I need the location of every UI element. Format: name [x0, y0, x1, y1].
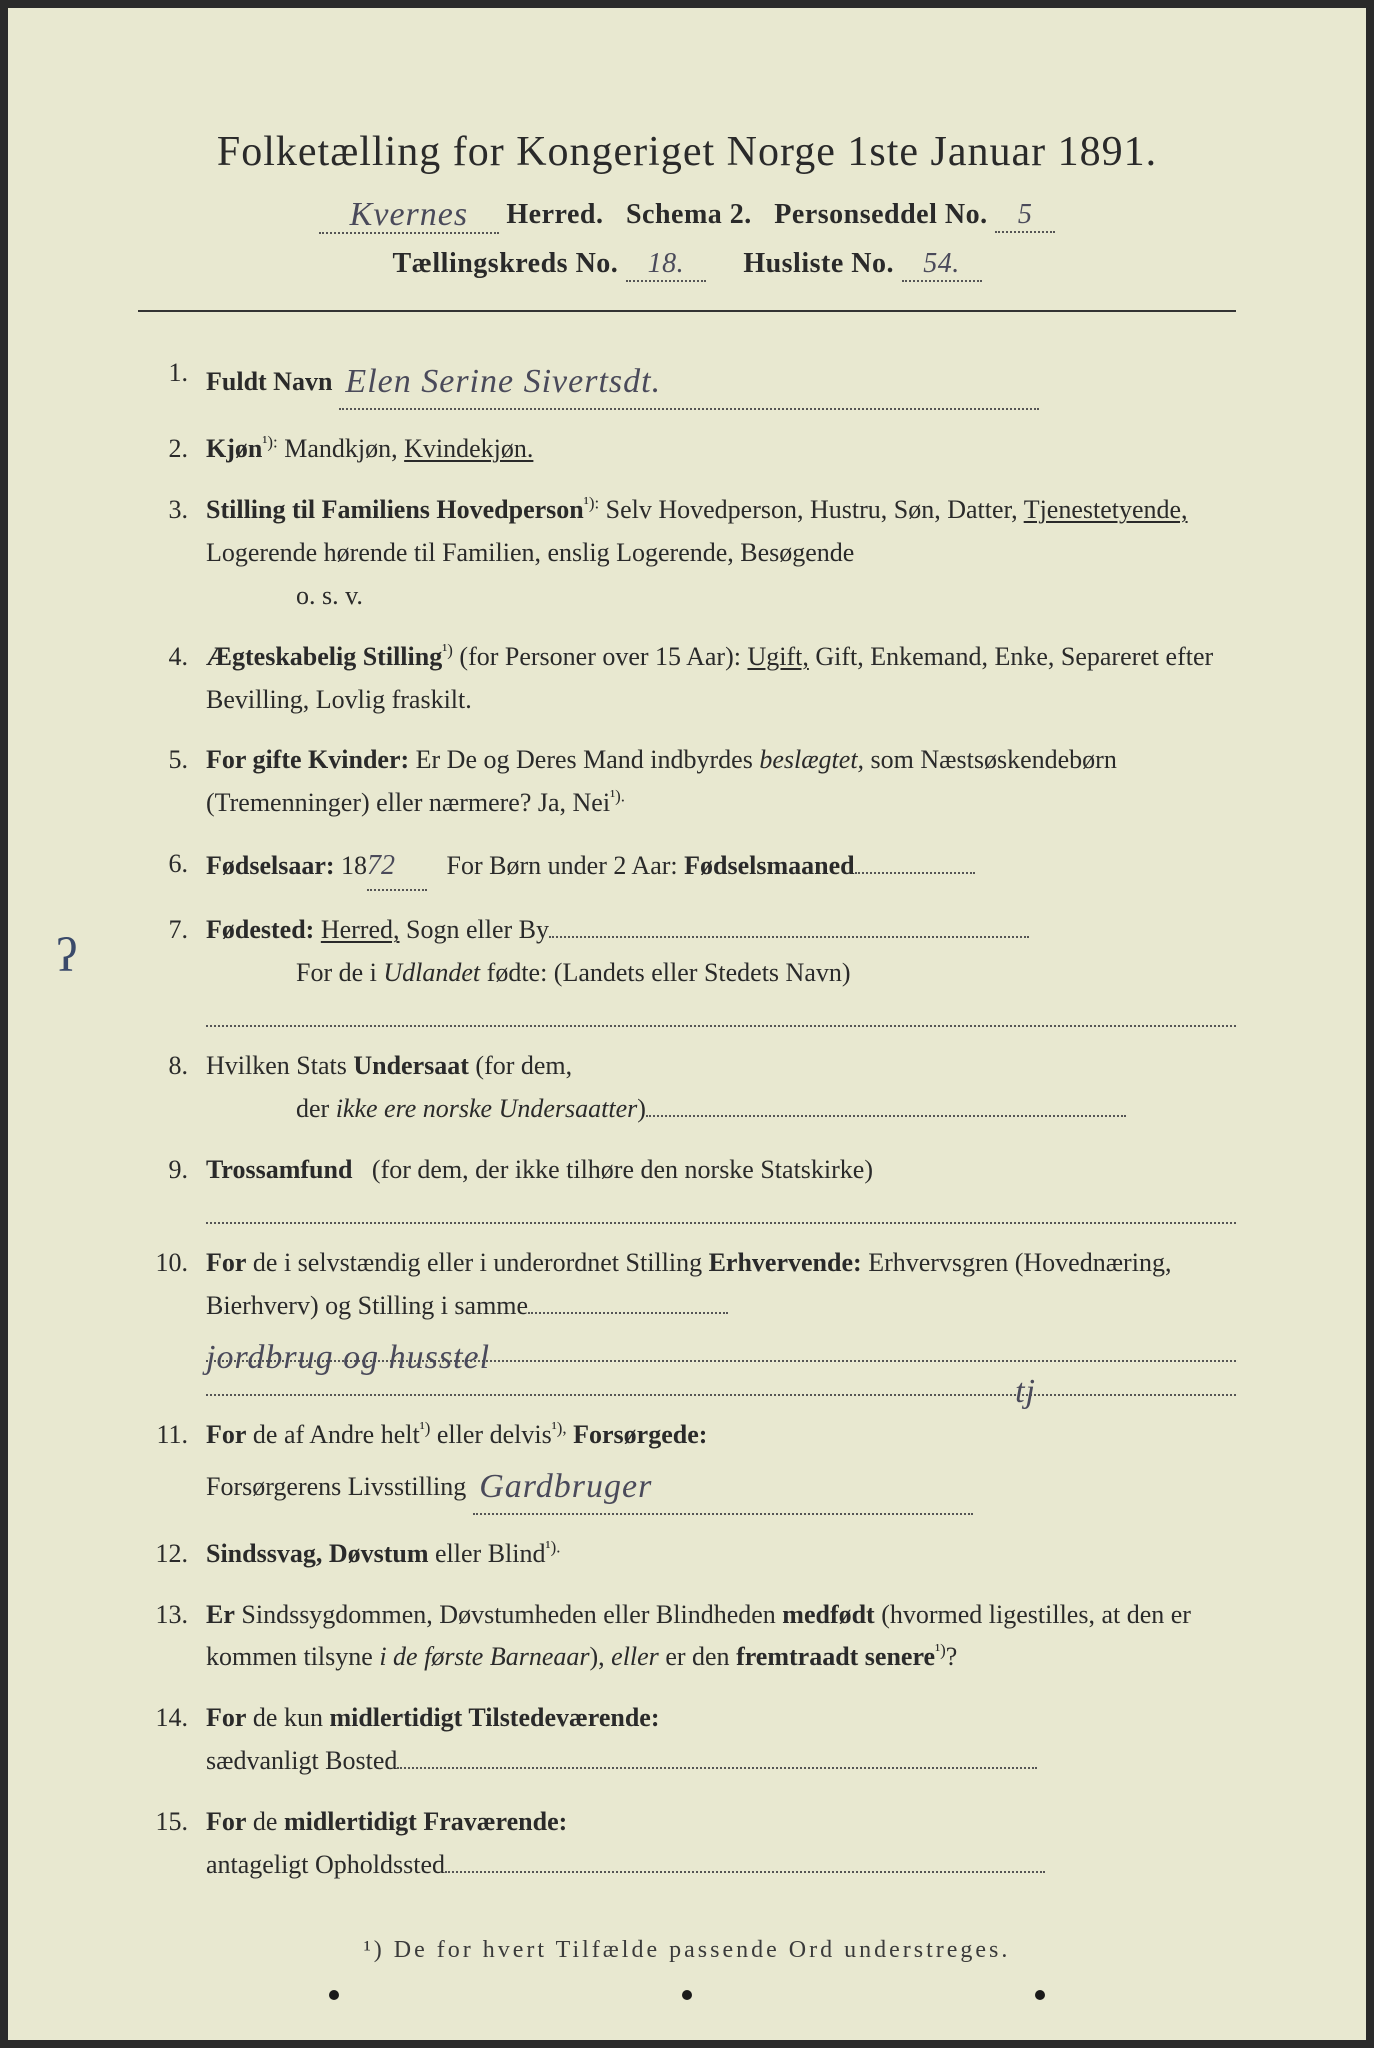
- item-8: 8. Hvilken Stats Undersaat (for dem, der…: [148, 1045, 1236, 1131]
- hole-icon: [1035, 1990, 1045, 2000]
- census-form-page: Folketælling for Kongeriget Norge 1ste J…: [8, 8, 1366, 2040]
- hole-icon: [329, 1990, 339, 2000]
- hole-icon: [682, 1990, 692, 2000]
- item-12: 12. Sindssvag, Døvstum eller Blind¹).: [148, 1533, 1236, 1576]
- herred-field: Kvernes: [319, 194, 499, 234]
- form-header: Folketælling for Kongeriget Norge 1ste J…: [138, 128, 1236, 282]
- item-13: 13. Er Sindssygdommen, Døvstumheden elle…: [148, 1594, 1236, 1680]
- item-6: 6. Fødselsaar: 1872 For Børn under 2 Aar…: [148, 843, 1236, 891]
- item-15: 15. For de midlertidigt Fraværende: anta…: [148, 1801, 1236, 1887]
- item-5: 5. For gifte Kvinder: Er De og Deres Man…: [148, 739, 1236, 825]
- binding-holes: [8, 1990, 1366, 2000]
- item-7: 7. Fødested: Herred, Sogn eller By For d…: [148, 909, 1236, 1027]
- item-2: 2. Kjøn¹): Mandkjøn, Kvindekjøn.: [148, 428, 1236, 471]
- birthyear-field: 72: [367, 843, 427, 891]
- item-1: 1. Fuldt Navn Elen Serine Sivertsdt.: [148, 352, 1236, 410]
- item-3: 3. Stilling til Familiens Hovedperson¹):…: [148, 489, 1236, 618]
- item-9: 9. Trossamfund (for dem, der ikke tilhør…: [148, 1149, 1236, 1224]
- header-line-1: Kvernes Herred. Schema 2. Personseddel N…: [138, 194, 1236, 234]
- provider-field: Gardbruger: [473, 1457, 973, 1515]
- margin-annotation: ʔ: [56, 928, 77, 983]
- form-items: 1. Fuldt Navn Elen Serine Sivertsdt. 2. …: [138, 352, 1236, 1887]
- main-title: Folketælling for Kongeriget Norge 1ste J…: [138, 128, 1236, 176]
- item-11: 11. For de af Andre helt¹) eller delvis¹…: [148, 1414, 1236, 1515]
- divider: [138, 310, 1236, 312]
- item-14: 14. For de kun midlertidigt Tilstedevære…: [148, 1697, 1236, 1783]
- name-field: Elen Serine Sivertsdt.: [339, 352, 1039, 410]
- husliste-field: 54.: [902, 248, 982, 282]
- occupation-field: jordbrug og husstel: [206, 1328, 1236, 1362]
- header-line-2: Tællingskreds No. 18. Husliste No. 54.: [138, 248, 1236, 282]
- item-4: 4. Ægteskabelig Stilling¹) (for Personer…: [148, 636, 1236, 722]
- kreds-field: 18.: [626, 248, 706, 282]
- footnote: ¹) De for hvert Tilfælde passende Ord un…: [138, 1937, 1236, 1964]
- person-no-field: 5: [995, 199, 1055, 233]
- item-10: 10. For de i selvstændig eller i underor…: [148, 1242, 1236, 1396]
